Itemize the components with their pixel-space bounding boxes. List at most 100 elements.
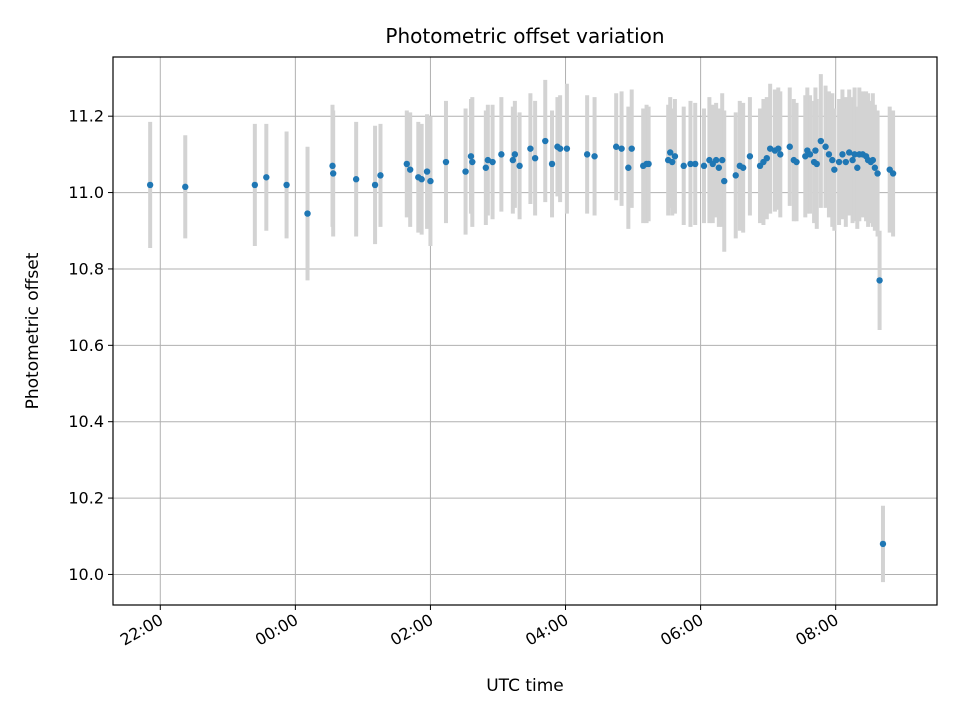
data-point	[352, 176, 360, 183]
data-point	[732, 172, 739, 179]
data-point	[531, 154, 539, 162]
data-point	[721, 177, 728, 185]
data-point	[812, 147, 819, 154]
y-tick-label: 10.0	[68, 565, 104, 584]
data-point	[829, 156, 836, 164]
data-point	[854, 164, 861, 171]
data-point	[645, 160, 652, 168]
data-point	[406, 166, 414, 173]
x-tick-label: 04:00	[522, 610, 571, 650]
error-bars	[148, 74, 896, 583]
data-point	[304, 210, 311, 217]
data-point	[146, 181, 154, 189]
data-point	[825, 151, 833, 158]
data-point	[822, 143, 829, 150]
x-tick-label: 00:00	[252, 610, 301, 650]
data-point	[329, 170, 337, 177]
data-point	[283, 181, 290, 189]
data-point	[516, 162, 523, 170]
data-point	[786, 143, 793, 150]
data-point	[251, 181, 259, 189]
data-point	[719, 156, 726, 164]
data-point	[831, 166, 838, 173]
data-point	[869, 156, 877, 164]
data-point	[839, 151, 846, 158]
data-point	[687, 160, 694, 168]
data-point	[469, 158, 476, 166]
data-point	[423, 168, 431, 175]
data-point	[879, 540, 887, 548]
y-tick-label: 10.8	[68, 259, 104, 278]
data-point	[845, 149, 853, 156]
data-point	[509, 156, 517, 164]
y-axis-ticks: 10.0 10.2 10.4 10.6 10.8 11.0 11.2	[68, 107, 113, 584]
plot-area-frame	[112, 56, 938, 606]
data-point	[763, 154, 770, 162]
y-tick-label: 11.0	[68, 183, 104, 202]
y-tick-label: 10.6	[68, 336, 104, 355]
data-point	[329, 162, 336, 170]
data-point	[498, 151, 505, 158]
data-point	[876, 277, 883, 284]
data-point	[467, 153, 475, 160]
data-point	[667, 149, 674, 156]
data-point	[849, 156, 856, 164]
data-point	[746, 153, 754, 160]
data-point	[377, 172, 384, 179]
data-point	[489, 158, 496, 166]
data-point	[442, 158, 450, 166]
data-point	[712, 156, 720, 164]
data-point	[182, 183, 189, 191]
y-tick-label: 10.4	[68, 412, 104, 431]
data-point	[427, 177, 434, 185]
data-point	[556, 145, 564, 152]
data-point	[625, 164, 632, 171]
data-point	[612, 143, 620, 150]
x-tick-label: 02:00	[387, 610, 436, 650]
data-point	[511, 151, 519, 158]
data-point	[889, 170, 897, 177]
data-point	[591, 153, 598, 160]
y-axis-label: Photometric offset	[23, 252, 43, 409]
x-tick-label: 08:00	[792, 610, 841, 650]
data-point	[835, 158, 843, 166]
data-point	[874, 170, 881, 177]
data-point	[793, 158, 800, 166]
data-point	[418, 176, 425, 183]
data-point	[628, 145, 635, 152]
data-point	[482, 164, 490, 171]
data-point	[842, 158, 850, 166]
y-tick-label: 10.2	[68, 489, 104, 508]
x-tick-label: 22:00	[117, 610, 166, 650]
data-point	[669, 158, 676, 166]
data-point	[739, 164, 747, 171]
data-point	[775, 145, 782, 152]
x-axis-label: UTC time	[486, 676, 564, 696]
data-point	[371, 181, 379, 189]
y-tick-label: 11.2	[68, 107, 104, 126]
data-point	[542, 137, 549, 145]
data-point	[263, 174, 270, 181]
data-point	[527, 145, 534, 152]
data-point	[777, 151, 784, 158]
data-point	[871, 164, 879, 171]
data-point	[817, 137, 825, 145]
data-point	[692, 160, 699, 168]
data-point	[715, 164, 723, 171]
data-point	[813, 160, 820, 168]
data-point	[403, 160, 411, 168]
data-point	[548, 160, 556, 168]
chart-title: Photometric offset variation	[385, 24, 664, 48]
data-point	[671, 153, 679, 160]
x-tick-label: 06:00	[657, 610, 706, 650]
data-point	[563, 145, 571, 152]
data-points	[146, 137, 897, 548]
data-point	[680, 162, 687, 170]
data-point	[806, 151, 814, 158]
data-point	[700, 162, 708, 170]
x-axis-ticks: 22:00 00:00 02:00 04:00 06:00 08:00	[117, 605, 842, 650]
data-point	[462, 168, 469, 175]
data-point	[851, 151, 858, 158]
data-point	[583, 151, 591, 158]
